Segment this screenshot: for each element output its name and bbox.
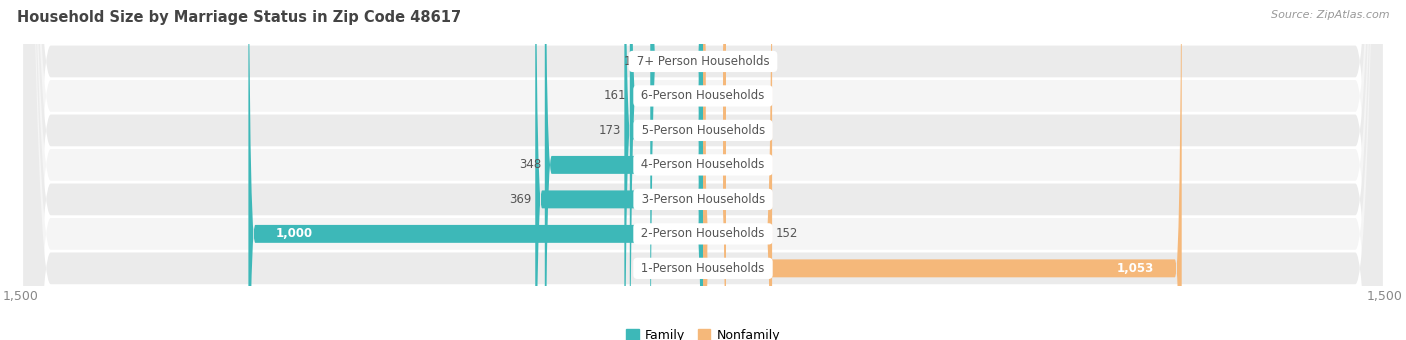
FancyBboxPatch shape <box>24 0 1382 340</box>
Text: 0: 0 <box>730 193 737 206</box>
FancyBboxPatch shape <box>703 0 725 340</box>
FancyBboxPatch shape <box>24 0 1382 340</box>
Text: 1-Person Households: 1-Person Households <box>637 262 769 275</box>
Text: 1,000: 1,000 <box>276 227 312 240</box>
FancyBboxPatch shape <box>24 0 1382 340</box>
Text: 4-Person Households: 4-Person Households <box>637 158 769 171</box>
Text: 116: 116 <box>624 55 647 68</box>
FancyBboxPatch shape <box>624 0 703 340</box>
Text: 2-Person Households: 2-Person Households <box>637 227 769 240</box>
FancyBboxPatch shape <box>249 0 703 340</box>
FancyBboxPatch shape <box>703 0 725 340</box>
FancyBboxPatch shape <box>703 0 772 340</box>
FancyBboxPatch shape <box>703 0 1181 340</box>
FancyBboxPatch shape <box>24 0 1382 340</box>
Text: 0: 0 <box>730 55 737 68</box>
Text: 369: 369 <box>509 193 531 206</box>
Text: 0: 0 <box>730 124 737 137</box>
Text: 7+ Person Households: 7+ Person Households <box>633 55 773 68</box>
Text: 6-Person Households: 6-Person Households <box>637 89 769 102</box>
Text: 161: 161 <box>603 89 626 102</box>
Text: 0: 0 <box>730 158 737 171</box>
FancyBboxPatch shape <box>703 0 725 340</box>
FancyBboxPatch shape <box>24 0 1382 340</box>
Text: 1,053: 1,053 <box>1118 262 1154 275</box>
Text: Household Size by Marriage Status in Zip Code 48617: Household Size by Marriage Status in Zip… <box>17 10 461 25</box>
Text: Source: ZipAtlas.com: Source: ZipAtlas.com <box>1271 10 1389 20</box>
FancyBboxPatch shape <box>544 0 703 340</box>
Text: 3-Person Households: 3-Person Households <box>637 193 769 206</box>
FancyBboxPatch shape <box>24 0 1382 340</box>
FancyBboxPatch shape <box>24 0 1382 340</box>
FancyBboxPatch shape <box>703 0 725 340</box>
Legend: Family, Nonfamily: Family, Nonfamily <box>621 324 785 340</box>
FancyBboxPatch shape <box>650 0 703 340</box>
FancyBboxPatch shape <box>630 0 703 340</box>
FancyBboxPatch shape <box>703 0 725 340</box>
Text: 152: 152 <box>776 227 799 240</box>
Text: 173: 173 <box>599 124 620 137</box>
FancyBboxPatch shape <box>536 0 703 340</box>
Text: 348: 348 <box>519 158 541 171</box>
Text: 0: 0 <box>730 89 737 102</box>
Text: 5-Person Households: 5-Person Households <box>637 124 769 137</box>
